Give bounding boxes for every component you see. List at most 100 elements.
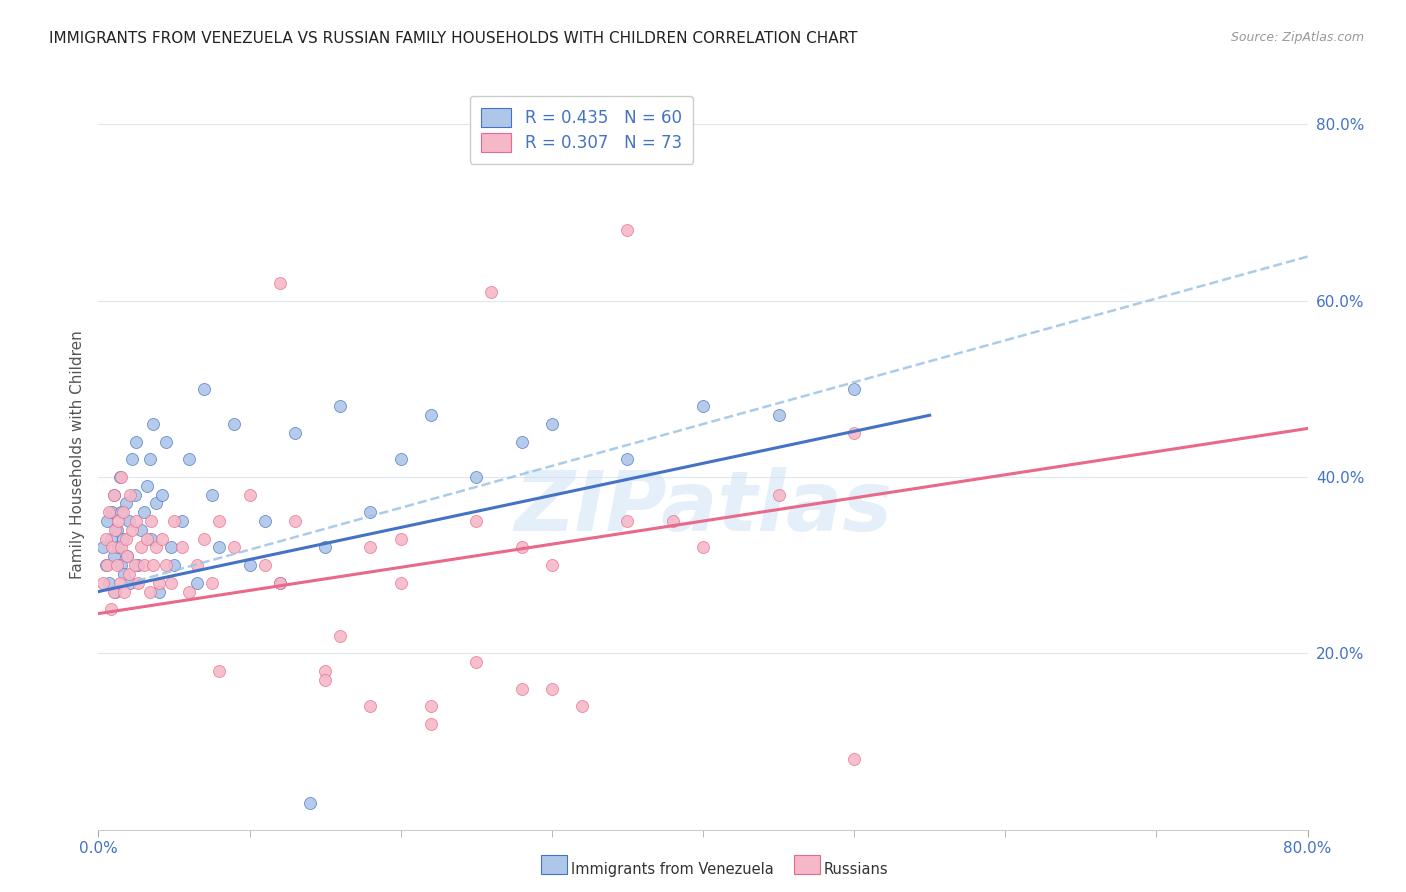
Point (269, 575, 291, 590)
Point (135, 532, 157, 546)
Point (284, 514, 307, 528)
Point (510, 434, 533, 449)
Point (389, 532, 412, 546)
Point (616, 223, 638, 237)
Point (193, 382, 215, 396)
Point (465, 470, 488, 484)
Point (141, 514, 163, 528)
Point (105, 523, 128, 537)
Point (139, 584, 162, 599)
Point (111, 505, 134, 519)
Legend: R = 0.435   N = 60, R = 0.307   N = 73: R = 0.435 N = 60, R = 0.307 N = 73 (470, 96, 693, 164)
Point (120, 487, 142, 501)
Point (141, 532, 163, 546)
Text: Source: ZipAtlas.com: Source: ZipAtlas.com (1230, 31, 1364, 45)
Text: Russians: Russians (824, 863, 889, 877)
Point (107, 541, 129, 555)
Point (132, 505, 155, 519)
Point (186, 558, 208, 573)
Point (91, 575, 114, 590)
Point (104, 584, 127, 599)
Point (124, 487, 146, 501)
Point (360, 505, 382, 519)
Point (110, 505, 132, 519)
Point (692, 541, 714, 555)
Point (145, 541, 167, 555)
Point (150, 487, 173, 501)
Point (160, 575, 183, 590)
Point (125, 514, 148, 528)
Point (96, 558, 118, 573)
Point (135, 479, 157, 493)
Point (253, 514, 276, 528)
Point (139, 452, 162, 467)
Point (125, 434, 148, 449)
Point (616, 514, 638, 528)
Point (121, 452, 143, 467)
Point (120, 575, 142, 590)
Point (420, 409, 443, 423)
Point (540, 681, 562, 696)
Point (145, 496, 167, 510)
Point (571, 699, 593, 714)
Point (112, 566, 135, 581)
Point (284, 425, 307, 440)
Point (201, 575, 224, 590)
Point (170, 541, 193, 555)
Point (170, 514, 193, 528)
Point (768, 487, 790, 501)
Text: IMMIGRANTS FROM VENEZUELA VS RUSSIAN FAMILY HOUSEHOLDS WITH CHILDREN CORRELATION: IMMIGRANTS FROM VENEZUELA VS RUSSIAN FAM… (49, 31, 858, 46)
Point (101, 505, 124, 519)
Point (314, 673, 336, 687)
Point (179, 584, 201, 599)
Point (148, 575, 170, 590)
Point (129, 541, 152, 555)
Point (224, 541, 246, 555)
Point (110, 558, 132, 573)
Point (127, 575, 149, 590)
Point (208, 664, 231, 678)
Point (179, 452, 201, 467)
Point (114, 496, 136, 510)
Point (142, 558, 165, 573)
Point (110, 541, 132, 555)
Point (269, 276, 291, 290)
Point (208, 541, 231, 555)
Point (465, 655, 488, 669)
Point (115, 549, 138, 564)
Point (768, 409, 790, 423)
Point (389, 575, 412, 590)
Point (148, 584, 170, 599)
Point (360, 699, 382, 714)
Point (107, 514, 129, 528)
Point (94, 558, 117, 573)
Point (108, 575, 131, 590)
Point (616, 452, 638, 467)
Point (98, 505, 121, 519)
Point (103, 487, 125, 501)
Point (389, 452, 412, 467)
Point (224, 417, 246, 431)
Point (105, 558, 128, 573)
Point (127, 558, 149, 573)
Point (150, 532, 173, 546)
Point (103, 487, 125, 501)
Point (110, 470, 132, 484)
Point (193, 532, 215, 546)
Point (91, 541, 114, 555)
Point (163, 514, 186, 528)
Point (155, 558, 177, 573)
Point (160, 541, 183, 555)
Text: ZIPatlas: ZIPatlas (515, 467, 891, 548)
Point (115, 549, 138, 564)
Point (118, 566, 141, 581)
Point (253, 558, 276, 573)
Point (114, 532, 136, 546)
Point (360, 541, 382, 555)
Point (465, 514, 488, 528)
Point (420, 699, 443, 714)
Point (94, 532, 117, 546)
Point (103, 584, 125, 599)
Point (111, 532, 134, 546)
Point (142, 417, 165, 431)
